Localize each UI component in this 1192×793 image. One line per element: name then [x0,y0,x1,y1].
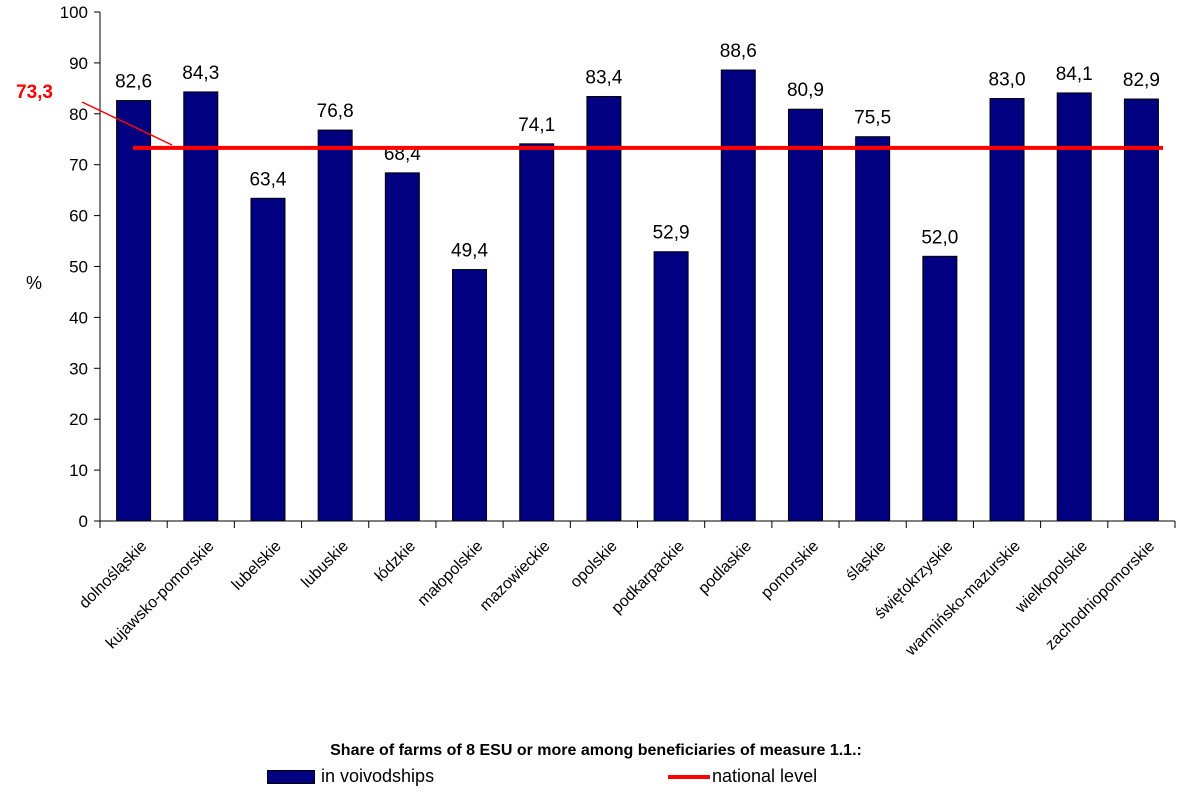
y-tick-label: 80 [69,105,88,124]
bar [855,136,891,522]
category-label: podlaskie [695,538,755,598]
category-label: lubelskie [229,538,285,594]
data-labels: 82,6 84,363,476,868,449,474,183,452,988,6… [115,41,1160,262]
legend-item-line: national level [668,766,817,787]
bar [183,91,219,522]
legend-line-swatch [668,774,710,779]
data-label: 82,9 [1123,70,1160,91]
y-tick-label: 20 [69,410,88,429]
data-label: 52,9 [653,223,690,244]
bar [519,143,555,522]
y-tick-label: 70 [69,156,88,175]
category-label: małopolskie [415,538,487,610]
legend-item-bars: in voivodships [267,766,434,787]
bar [653,251,689,522]
bar [384,172,420,522]
category-label: pomorskie [758,538,822,602]
legend-bar-swatch [267,769,315,784]
category-label: łódzkie [372,538,419,585]
bar [1123,98,1159,522]
y-tick-label: 50 [69,258,88,277]
y-tick-label: 0 [79,512,88,531]
legend-label-line: national level [712,766,818,786]
y-tick-label: 40 [69,308,88,327]
bar [317,129,353,522]
data-label: 63,4 [249,169,286,190]
category-label: dolnośląskie [76,538,150,612]
category-label: opolskie [567,538,621,592]
data-label: 84,3 [182,63,219,84]
y-tick-label: 90 [69,54,88,73]
data-label: 49,4 [451,241,488,262]
national-level-label: 73,3 [16,82,53,103]
data-label: 88,6 [720,41,757,62]
category-label: zachodniopomorskie [1042,538,1158,654]
category-label: warmińsko-mazurskie [902,538,1024,660]
y-tick-label: 10 [69,461,88,480]
bar [989,98,1025,522]
legend-label-bars: in voivodships [321,766,435,786]
category-label: mazowieckie [477,538,554,615]
national-level-leader [81,101,173,146]
category-label: lubuskie [298,538,352,592]
bars [116,69,1159,522]
data-label: 52,0 [921,227,958,248]
category-label: śląskie [843,538,890,585]
bar [250,197,286,522]
data-label: 83,0 [989,70,1026,91]
bar [116,100,152,522]
data-label: 83,4 [585,67,622,88]
bar [452,269,488,522]
data-label: 75,5 [854,108,891,129]
bar [586,95,622,522]
data-label: 76,8 [317,101,354,122]
y-tick-label: 60 [69,207,88,226]
y-tick-label: 30 [69,359,88,378]
y-tick-label: 100 [60,3,88,22]
y-axis-label: % [26,273,42,293]
national-level-line: 73,3 [16,82,1163,150]
data-label: 82,6 [115,72,152,93]
data-label: 74,1 [518,115,555,136]
bar [787,108,823,522]
bar [1056,92,1092,522]
chart-title: Share of farms of 8 ESU or more among be… [330,742,862,759]
data-label: 84,1 [1056,64,1093,85]
bar [720,69,756,522]
data-label: 80,9 [787,80,824,101]
bar [922,255,958,522]
